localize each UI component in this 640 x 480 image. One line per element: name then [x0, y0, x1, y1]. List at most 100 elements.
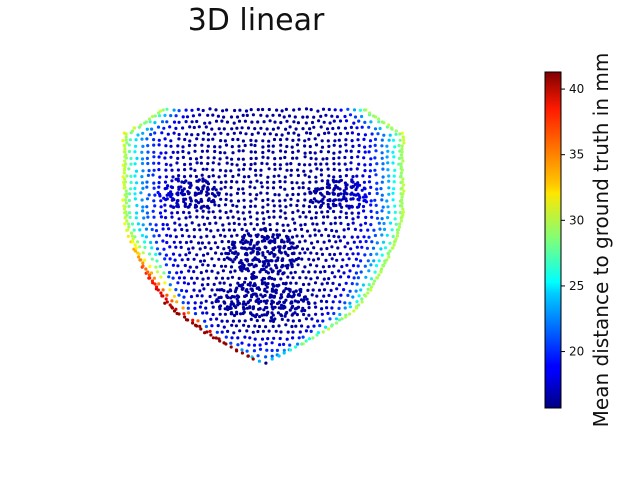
face-point — [262, 313, 266, 317]
face-point — [218, 312, 222, 316]
face-point — [162, 247, 166, 251]
face-point — [343, 162, 347, 166]
face-point — [350, 205, 354, 209]
face-point — [314, 162, 318, 166]
face-point — [285, 144, 289, 149]
face-point — [226, 276, 230, 280]
face-point — [277, 233, 282, 237]
face-point — [260, 337, 265, 341]
face-point — [189, 167, 193, 171]
face-point — [394, 129, 398, 133]
face-point — [231, 151, 235, 155]
face-point — [157, 185, 161, 189]
face-point — [218, 157, 222, 161]
face-point — [201, 187, 205, 191]
face-point — [163, 180, 168, 184]
face-point — [283, 155, 287, 160]
face-point — [178, 223, 182, 227]
face-point — [292, 252, 296, 256]
face-point — [179, 245, 183, 249]
face-point — [162, 196, 166, 200]
face-point — [338, 312, 342, 317]
face-point — [158, 211, 163, 215]
face-point — [165, 197, 169, 201]
face-point — [170, 211, 174, 215]
face-point — [186, 301, 190, 305]
face-point — [129, 174, 133, 178]
face-point — [231, 203, 235, 207]
face-point — [327, 186, 332, 190]
face-point — [215, 330, 219, 334]
face-point — [243, 335, 247, 339]
face-point — [262, 238, 266, 242]
face-point — [152, 181, 156, 185]
face-point — [243, 143, 247, 148]
face-point — [195, 294, 199, 298]
face-point — [181, 301, 185, 305]
face-point — [331, 281, 335, 285]
face-point — [320, 307, 324, 311]
face-point — [157, 138, 161, 142]
face-point — [393, 217, 397, 221]
face-point — [158, 252, 162, 256]
face-point — [177, 293, 181, 297]
face-point — [351, 221, 355, 225]
face-point — [177, 174, 181, 178]
face-point — [213, 203, 217, 207]
face-point — [354, 188, 358, 192]
face-point — [158, 175, 162, 179]
face-point — [370, 240, 374, 244]
face-point — [123, 180, 127, 184]
face-point — [249, 150, 253, 154]
face-point — [291, 319, 295, 323]
face-point — [248, 281, 252, 285]
face-point — [296, 263, 300, 267]
face-point — [320, 179, 324, 183]
face-point — [308, 151, 312, 155]
face-point — [289, 173, 293, 177]
face-point — [255, 257, 259, 261]
face-point — [275, 228, 279, 232]
face-point — [349, 197, 353, 201]
face-point — [329, 288, 333, 292]
face-point — [255, 298, 259, 302]
face-point — [367, 125, 371, 129]
face-point — [249, 234, 253, 238]
face-point — [327, 183, 331, 187]
face-point — [241, 211, 245, 215]
face-point — [355, 185, 359, 189]
face-point — [336, 186, 340, 190]
face-point — [343, 306, 347, 310]
face-point — [338, 215, 342, 219]
face-point — [288, 348, 293, 352]
face-point — [192, 228, 196, 232]
face-point — [168, 283, 172, 287]
face-point — [189, 183, 193, 187]
face-point — [146, 270, 150, 274]
face-point — [295, 244, 299, 249]
face-point — [253, 324, 257, 328]
face-point — [363, 264, 367, 268]
face-point — [237, 276, 241, 280]
face-point — [265, 191, 269, 195]
face-point — [215, 288, 219, 292]
face-point — [313, 281, 318, 285]
face-point — [342, 195, 346, 199]
face-point — [300, 324, 304, 328]
face-point — [398, 138, 402, 142]
face-point — [218, 304, 223, 308]
face-point — [306, 288, 310, 292]
face-point — [379, 270, 383, 274]
face-point — [154, 240, 159, 244]
face-point — [320, 139, 324, 143]
face-point — [216, 191, 220, 195]
face-point — [261, 205, 265, 209]
face-point — [166, 184, 170, 188]
face-point — [291, 304, 295, 308]
face-point — [322, 288, 327, 292]
face-point — [315, 167, 319, 171]
face-point — [140, 157, 145, 161]
face-point — [400, 150, 404, 154]
face-point — [264, 325, 268, 329]
face-point — [319, 114, 323, 118]
